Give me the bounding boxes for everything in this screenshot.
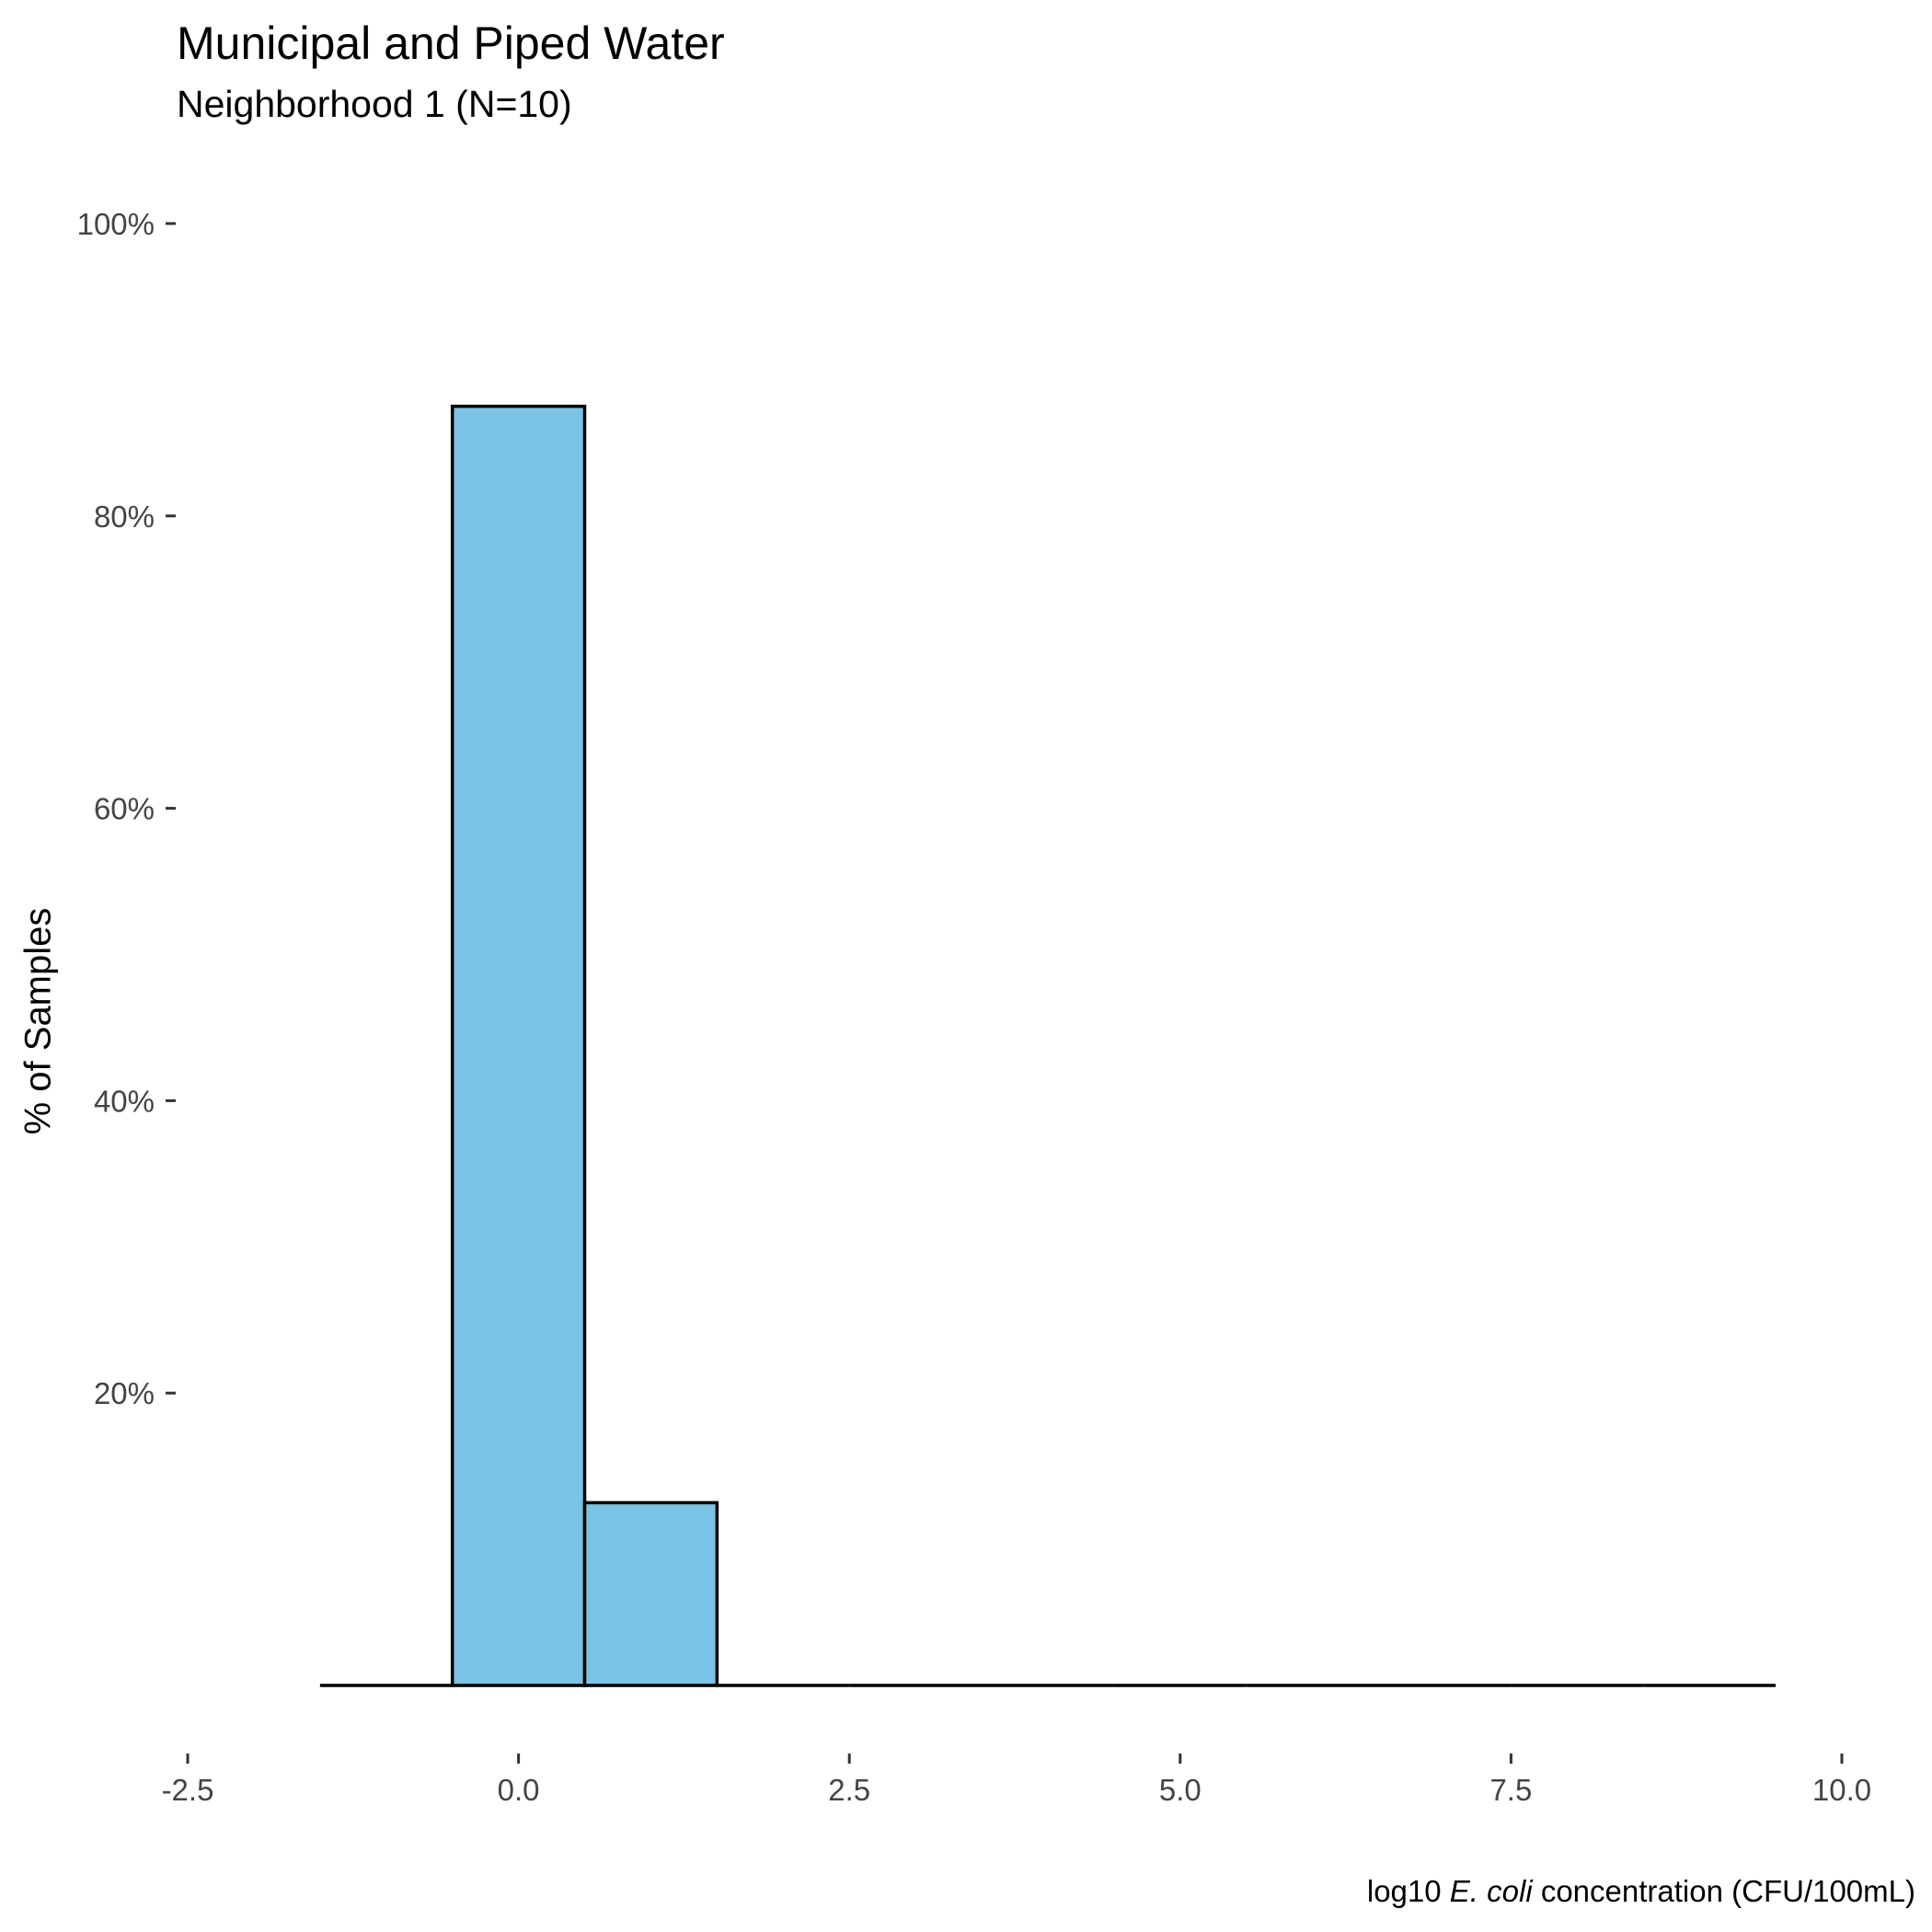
x-tick-label: -2.5 xyxy=(162,1773,214,1807)
x-axis-label-italic: E. coli xyxy=(1449,1874,1533,1908)
x-tick-label: 2.5 xyxy=(828,1773,870,1807)
x-axis-label-suffix: concentration (CFU/100mL) xyxy=(1532,1874,1915,1908)
x-tick-label: 5.0 xyxy=(1159,1773,1202,1807)
histogram-bar xyxy=(582,1501,719,1687)
y-tick-label: 80% xyxy=(94,500,155,534)
y-tick-label: 20% xyxy=(94,1376,155,1410)
x-tick-label: 7.5 xyxy=(1489,1773,1532,1807)
x-tick-label: 0.0 xyxy=(498,1773,540,1807)
chart-subtitle: Neighborhood 1 (N=10) xyxy=(177,83,572,125)
y-tick-label: 100% xyxy=(77,207,155,241)
histogram-bar xyxy=(450,404,587,1687)
y-tick-label: 40% xyxy=(94,1084,155,1118)
chart-title: Municipal and Piped Water xyxy=(177,17,725,69)
x-tick-label: 10.0 xyxy=(1812,1773,1871,1807)
y-tick-label: 60% xyxy=(94,792,155,826)
x-axis-label-prefix: log10 xyxy=(1366,1874,1450,1908)
x-axis-label: log10 E. coli concentration (CFU/100mL) xyxy=(1367,1874,1915,1909)
